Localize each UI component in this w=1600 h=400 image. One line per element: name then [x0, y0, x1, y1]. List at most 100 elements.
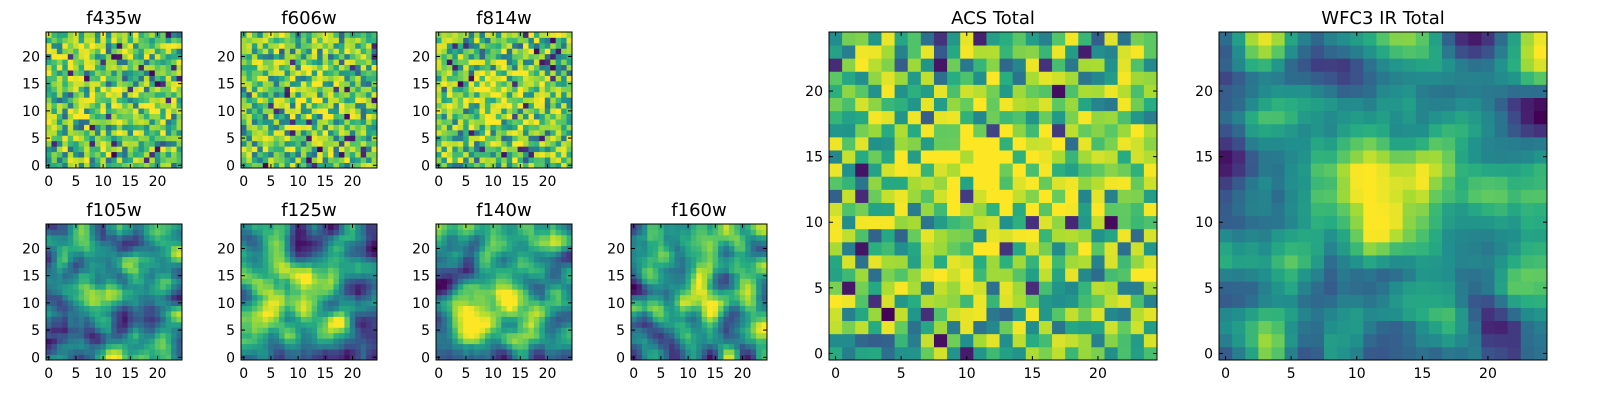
- heatmap-cell: [328, 234, 334, 241]
- heatmap-cell: [999, 255, 1014, 269]
- heatmap-cell: [739, 316, 746, 323]
- heatmap-cell: [328, 135, 334, 142]
- heatmap-cell: [338, 294, 345, 301]
- heatmap-cell: [176, 113, 183, 120]
- heatmap-cell: [468, 327, 475, 334]
- heatmap-cell: [674, 256, 681, 263]
- heatmap-cell: [273, 283, 280, 290]
- heatmap-cell: [100, 316, 107, 323]
- heatmap-cell: [484, 338, 491, 345]
- heatmap-cell: [517, 135, 524, 142]
- heatmap-cell: [490, 135, 497, 142]
- heatmap-cell: [685, 338, 692, 345]
- heatmap-cell: [674, 354, 681, 361]
- heatmap-cell: [257, 283, 264, 290]
- heatmap-cell: [723, 283, 730, 290]
- heatmap-cell: [149, 316, 156, 323]
- heatmap-cell: [306, 240, 313, 247]
- heatmap-cell: [360, 75, 367, 82]
- heatmap-cell: [484, 48, 491, 55]
- heatmap-cell: [533, 86, 540, 93]
- heatmap-cell: [566, 129, 573, 136]
- heatmap-cell: [528, 267, 535, 274]
- heatmap-cell: [894, 294, 909, 308]
- heatmap-cell: [679, 311, 686, 317]
- heatmap-cell: [669, 283, 675, 290]
- heatmap-cell: [1117, 241, 1132, 256]
- heatmap-cell: [279, 48, 285, 55]
- heatmap-cell: [712, 245, 719, 252]
- heatmap-cell: [1038, 202, 1053, 217]
- heatmap-cell: [149, 151, 156, 158]
- heatmap-cell: [51, 224, 58, 230]
- heatmap-cell: [528, 354, 535, 361]
- heatmap-cell: [176, 59, 183, 66]
- heatmap-cell: [484, 300, 491, 306]
- heatmap-cell: [322, 262, 329, 268]
- heatmap-cell: [479, 48, 486, 55]
- heatmap-cell: [960, 307, 974, 322]
- heatmap-cell: [176, 75, 183, 82]
- heatmap-cell: [333, 113, 340, 120]
- heatmap-cell: [761, 267, 768, 274]
- heatmap-cell: [273, 140, 280, 147]
- heatmap-cell: [690, 256, 697, 263]
- heatmap-cell: [122, 119, 128, 125]
- heatmap-cell: [338, 135, 345, 142]
- heatmap-cell: [523, 129, 529, 136]
- heatmap-cell: [712, 332, 719, 339]
- heatmap-cell: [268, 119, 275, 125]
- heatmap-cell: [669, 251, 675, 258]
- heatmap-cell: [371, 86, 378, 93]
- heatmap-cell: [122, 42, 128, 49]
- heatmap-cell: [436, 151, 442, 158]
- heatmap-cell: [257, 157, 264, 163]
- heatmap-cell: [712, 262, 719, 268]
- heatmap-cell: [333, 59, 340, 66]
- heatmap-cell: [344, 59, 351, 66]
- heatmap-cell: [561, 86, 567, 93]
- heatmap-cell: [881, 202, 895, 217]
- x-tick-label: 15: [706, 366, 724, 382]
- heatmap-cell: [51, 157, 58, 163]
- heatmap-cell: [1117, 268, 1132, 282]
- heatmap-cell: [512, 278, 518, 285]
- heatmap-cell: [490, 86, 497, 93]
- heatmap-cell: [56, 146, 63, 153]
- heatmap-cell: [241, 294, 247, 301]
- heatmap-cell: [468, 162, 475, 169]
- heatmap-cell: [550, 102, 557, 109]
- heatmap-cell: [138, 354, 145, 361]
- heatmap-cell: [555, 289, 562, 296]
- heatmap-cell: [111, 157, 118, 163]
- heatmap-cell: [734, 300, 741, 306]
- heatmap-cell: [1065, 320, 1079, 335]
- heatmap-cell: [960, 333, 974, 348]
- heatmap-cell: [756, 267, 762, 274]
- heatmap-cell: [544, 251, 551, 258]
- heatmap-cell: [62, 332, 69, 339]
- heatmap-cell: [1091, 346, 1105, 361]
- x-tick-label: 0: [434, 366, 443, 382]
- heatmap-cell: [100, 229, 107, 236]
- heatmap-cell: [474, 327, 480, 334]
- heatmap-cell: [284, 240, 291, 247]
- heatmap-cell: [933, 268, 948, 282]
- heatmap-cell: [756, 256, 762, 263]
- heatmap-cell: [94, 80, 101, 87]
- heatmap-cell: [446, 311, 453, 317]
- heatmap-cell: [539, 245, 546, 252]
- heatmap-cell: [311, 97, 318, 104]
- heatmap-cell: [143, 283, 150, 290]
- heatmap-cell: [105, 229, 112, 236]
- heatmap-cell: [523, 97, 529, 104]
- heatmap-cell: [533, 124, 540, 131]
- heatmap-cell: [251, 102, 258, 109]
- heatmap-cell: [111, 108, 118, 114]
- heatmap-cell: [268, 262, 275, 268]
- heatmap-cell: [745, 267, 752, 274]
- heatmap-cell: [73, 151, 80, 158]
- heatmap-cell: [1038, 189, 1053, 203]
- heatmap-cell: [100, 278, 107, 285]
- heatmap-cell: [328, 102, 334, 109]
